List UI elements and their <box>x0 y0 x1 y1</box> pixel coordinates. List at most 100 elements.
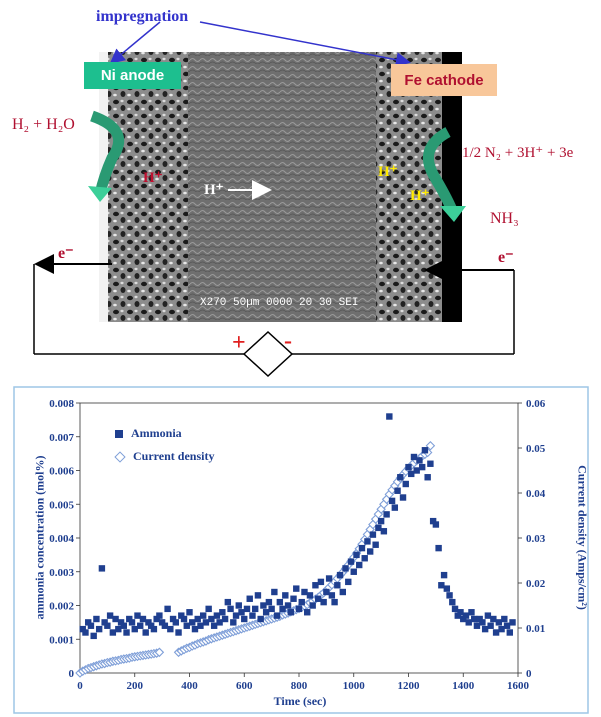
load-diamond <box>242 330 294 378</box>
x-tick-label: 400 <box>181 680 198 692</box>
ammonia-point <box>509 619 516 626</box>
ammonia-point <box>257 615 264 623</box>
ammonia-point <box>323 588 330 596</box>
ammonia-point <box>265 598 273 606</box>
ammonia-point <box>473 622 481 629</box>
ammonia-point <box>109 629 117 636</box>
external-circuit <box>33 254 515 378</box>
proton-left: H⁺ <box>143 170 163 186</box>
ammonia-point <box>331 598 338 606</box>
ammonia-point <box>361 555 368 562</box>
ammonia-point <box>137 622 144 629</box>
ammonia-point <box>471 615 478 623</box>
proton-right-2: H⁺ <box>410 188 430 204</box>
ammonia-point <box>232 612 240 619</box>
ammonia-point <box>216 619 223 626</box>
ammonia-point <box>416 457 423 464</box>
impregnation-arrow-left <box>109 21 161 64</box>
ammonia-point <box>238 609 245 616</box>
proton-middle: H⁺ <box>204 182 224 198</box>
ammonia-point <box>156 612 163 619</box>
ammonia-point <box>189 619 196 626</box>
ammonia-point <box>221 615 229 623</box>
x-tick-label: 1400 <box>452 680 475 692</box>
ammonia-point <box>202 619 210 626</box>
ammonia-point <box>208 615 215 623</box>
ammonia-point <box>397 474 404 481</box>
x-tick-label: 800 <box>291 680 308 692</box>
ammonia-point <box>451 605 459 613</box>
ammonia-point <box>358 544 366 552</box>
ammonia-point <box>369 531 377 538</box>
ammonia-point <box>301 588 308 596</box>
y-left-tick-label: 0.002 <box>49 601 74 613</box>
y-right-tick-label: 0.01 <box>526 623 545 635</box>
x-tick-label: 200 <box>127 680 144 692</box>
anode-reactants: H₂ + H₂O <box>12 116 75 133</box>
ammonia-point <box>366 548 374 555</box>
ammonia-point <box>309 602 316 609</box>
minus-sign: - <box>284 328 292 354</box>
ammonia-point <box>183 622 190 629</box>
y-axis-left-label: ammonia concentration (mol%) <box>32 455 47 620</box>
ammonia-point <box>120 622 127 629</box>
ammonia-point <box>246 595 253 602</box>
ammonia-point <box>476 615 483 623</box>
ammonia-point <box>287 609 294 616</box>
ammonia-point <box>386 413 393 420</box>
ammonia-point <box>145 619 152 626</box>
legend-label-ammonia: Ammonia <box>131 426 182 440</box>
y-axis-right-label: Current density (Amps/cm²) <box>575 465 590 610</box>
ammonia-point <box>377 517 385 525</box>
current-density-point <box>425 440 436 451</box>
legend-diamond-marker <box>114 450 126 463</box>
ammonia-point <box>345 578 352 586</box>
ammonia-point <box>158 619 166 626</box>
ammonia-point <box>391 504 399 511</box>
cathode-label-box <box>391 64 497 96</box>
y-right-tick-label: 0.05 <box>526 443 546 455</box>
ammonia-point <box>484 612 492 619</box>
ammonia-point <box>235 602 242 609</box>
cathode-label: Fe cathode <box>404 71 484 89</box>
ammonia-point <box>79 625 86 633</box>
ammonia-point <box>418 463 426 471</box>
ammonia-point <box>424 474 431 481</box>
electron-right: e⁻ <box>498 249 514 266</box>
ammonia-point <box>254 592 262 599</box>
anode-layer <box>108 52 188 322</box>
ammonia-point <box>101 619 108 626</box>
sem-caption: X270 50µm 0000 20 30 SEI <box>200 297 358 309</box>
ammonia-point <box>334 582 341 589</box>
ammonia-point <box>276 598 284 606</box>
ammonia-point <box>241 615 248 623</box>
ammonia-point <box>298 598 305 606</box>
ammonia-point <box>465 619 472 626</box>
ammonia-point <box>328 592 336 599</box>
ammonia-point <box>487 622 494 629</box>
ammonia-point <box>219 609 226 616</box>
ammonia-point <box>427 460 434 467</box>
ammonia-point <box>394 487 401 494</box>
ammonia-point <box>186 609 193 616</box>
ammonia-point <box>350 568 357 575</box>
y-left-tick-label: 0.007 <box>49 432 74 444</box>
ammonia-point <box>180 615 188 623</box>
ammonia-point <box>175 629 182 636</box>
ammonia-point <box>290 595 297 602</box>
y-right-tick-label: 0.04 <box>526 488 546 500</box>
y-right-tick-label: 0.02 <box>526 578 546 590</box>
ammonia-point <box>271 588 278 596</box>
ammonia-point <box>413 467 420 474</box>
ammonia-point <box>317 578 325 586</box>
y-right-tick-label: 0.06 <box>526 398 546 410</box>
ammonia-point <box>249 612 256 619</box>
ammonia-point <box>432 521 440 528</box>
ammonia-point <box>364 538 371 545</box>
ammonia-point <box>279 605 286 613</box>
ammonia-point <box>93 615 100 623</box>
y-left-tick-label: 0 <box>69 668 75 680</box>
anode-label: Ni anode <box>100 67 165 84</box>
x-tick-label: 1000 <box>343 680 366 692</box>
